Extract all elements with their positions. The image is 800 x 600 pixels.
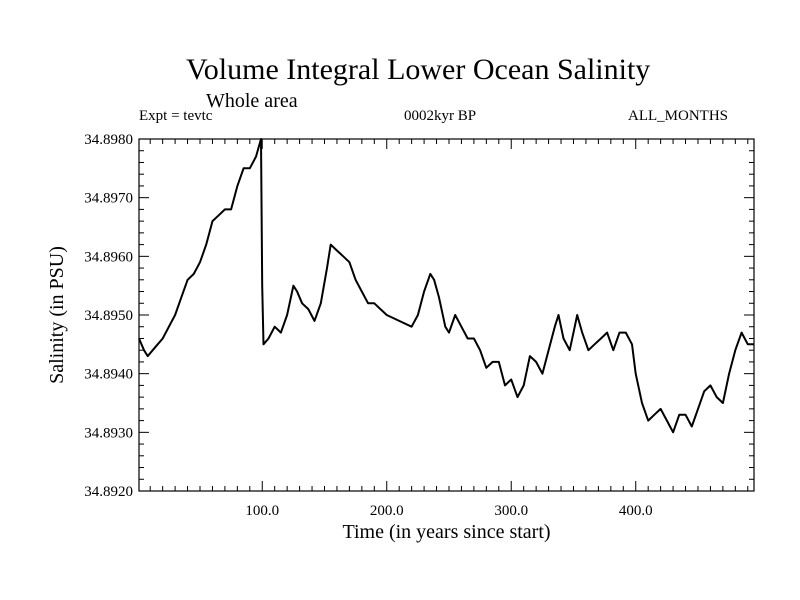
period-label: 0002kyr BP xyxy=(404,108,477,124)
x-tick-label: 400.0 xyxy=(619,503,653,519)
y-tick-label: 34.8920 xyxy=(84,484,133,500)
y-tick-label: 34.8980 xyxy=(84,132,133,148)
experiment-label: Expt = tevtc xyxy=(139,108,213,124)
chart-subtitle: Whole area xyxy=(206,90,298,112)
y-axis-label: Salinity (in PSU) xyxy=(46,246,68,384)
chart-title: Volume Integral Lower Ocean Salinity xyxy=(186,53,651,86)
y-tick-label: 34.8970 xyxy=(84,191,133,207)
tick-labels: 100.0 200.0 300.0 400.0 34.8920 34.8930 34.894… xyxy=(84,132,652,519)
salinity-series-line xyxy=(138,138,754,434)
y-tick-label: 34.8960 xyxy=(84,249,133,265)
x-tick-label: 300.0 xyxy=(494,503,528,519)
y-tick-label: 34.8940 xyxy=(84,367,133,383)
axis-ticks xyxy=(139,138,754,492)
months-label: ALL_MONTHS xyxy=(628,108,728,124)
x-axis-label: Time (in years since start) xyxy=(342,521,550,543)
y-tick-label: 34.8930 xyxy=(84,425,133,441)
plot-area-frame xyxy=(138,138,755,492)
x-tick-label: 200.0 xyxy=(370,503,404,519)
x-tick-label: 100.0 xyxy=(245,503,279,519)
y-tick-label: 34.8950 xyxy=(84,308,133,324)
series-layer xyxy=(138,138,754,434)
